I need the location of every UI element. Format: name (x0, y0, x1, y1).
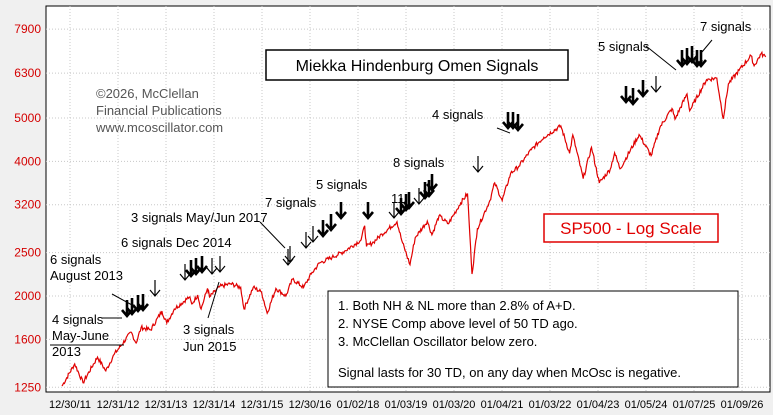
x-tick-label: 01/09/26 (721, 399, 764, 411)
sp500-line (61, 50, 767, 387)
annotation-11-signals: 11 (391, 191, 405, 206)
signal-arrow-icon (214, 256, 226, 273)
annotation-aug-2013-line-1: 6 signals (50, 252, 102, 267)
signal-arrow-icon (695, 50, 707, 69)
x-tick-label: 01/03/19 (385, 399, 428, 411)
y-axis-labels: 1250 1600 2000 2500 3200 4000 5000 6300 7900 (14, 22, 41, 394)
title-box (265, 49, 569, 81)
series-label-box (543, 213, 719, 243)
signal-arrow-icon (325, 214, 337, 233)
annotation-jun-2015-line-1: 3 signals (183, 322, 235, 337)
copyright-line-2: Financial Publications (96, 103, 222, 118)
x-tick-label: 12/30/16 (289, 399, 332, 411)
y-tick-label: 3200 (14, 198, 41, 212)
annotation-may-june-2013-line-2: May-June (52, 328, 109, 343)
signal-arrow-icon (149, 280, 161, 297)
annotation-may-june-2013-line-3: 2013 (52, 344, 81, 359)
annotation-5-signals-2025: 5 signals (598, 39, 650, 54)
signal-arrow-icon (179, 264, 191, 281)
annotation-jun-2015-line-2: Jun 2015 (183, 339, 237, 354)
x-tick-label: 01/03/20 (433, 399, 476, 411)
signal-arrow-icon (126, 298, 138, 317)
signal-arrow-icon (335, 202, 347, 221)
copyright-line-1: ©2026, McClellan (96, 86, 199, 101)
x-tick-label: 12/31/13 (145, 399, 188, 411)
y-tick-label: 5000 (14, 111, 41, 125)
annotation-7-signals-2026: 7 signals (700, 19, 752, 34)
signal-arrow-icon (284, 246, 296, 263)
signal-arrow-icon (388, 202, 400, 219)
annotation-4-signals-2022: 4 signals (432, 107, 484, 122)
copyright-line-3: www.mcoscillator.com (95, 120, 223, 135)
x-tick-label: 01/04/23 (577, 399, 620, 411)
note-4: Signal lasts for 30 TD, on any day when … (338, 365, 681, 380)
note-3: 3. McClellan Oscillator below zero. (338, 334, 537, 349)
x-tick-label: 01/03/22 (529, 399, 572, 411)
note-1: 1. Both NH & NL more than 2.8% of A+D. (338, 298, 576, 313)
x-tick-label: 01/07/25 (673, 399, 716, 411)
signal-arrow-icon (362, 202, 374, 221)
y-tick-label: 1600 (14, 332, 41, 346)
x-tick-label: 01/02/18 (337, 399, 380, 411)
annotation-pointers (50, 39, 713, 346)
signal-arrow-icon (196, 256, 208, 275)
annotation-7-signals-2018: 7 signals (265, 195, 317, 210)
signal-arrow-icon (650, 76, 662, 93)
signal-arrow-icon (512, 114, 524, 133)
annotation-aug-2013-line-2: August 2013 (50, 268, 123, 283)
y-tick-label: 1250 (14, 380, 41, 394)
x-tick-label: 12/31/15 (241, 399, 284, 411)
signal-arrow-icon (137, 294, 149, 313)
y-tick-label: 6300 (14, 66, 41, 80)
signal-arrow-icon (426, 174, 438, 193)
signal-arrow-icon (206, 258, 218, 275)
x-tick-label: 12/30/11 (49, 399, 91, 411)
y-tick-label: 4000 (14, 154, 41, 168)
annotation-dec-2014: 6 signals Dec 2014 (121, 235, 232, 250)
signal-arrow-icon (413, 188, 425, 205)
x-axis-labels: 12/30/11 12/31/12 12/31/13 12/31/14 12/31/15… (49, 399, 763, 411)
signal-arrow-icon (472, 156, 484, 173)
series-label: SP500 - Log Scale (560, 219, 702, 238)
x-tick-label: 01/04/21 (481, 399, 524, 411)
annotation-5-signals-2018: 5 signals (316, 177, 368, 192)
annotation-may-jun-2017: 3 signals May/Jun 2017 (131, 210, 268, 225)
x-tick-label: 12/31/12 (97, 399, 140, 411)
signal-arrow-icon (403, 192, 415, 211)
notes-box (327, 290, 739, 388)
annotation-may-june-2013-line-1: 4 signals (52, 312, 104, 327)
annotation-8-signals: 8 signals (393, 155, 445, 170)
signal-arrow-icon (317, 220, 329, 239)
y-tick-label: 2500 (14, 246, 41, 260)
signal-arrow-icon (300, 232, 312, 249)
x-tick-label: 01/05/24 (625, 399, 668, 411)
signal-arrow-icon (637, 80, 649, 99)
chart-title: Miekka Hindenburg Omen Signals (296, 58, 539, 75)
signal-arrow-icon (627, 88, 639, 107)
signal-arrow-icon (307, 226, 319, 243)
note-2: 2. NYSE Comp above level of 50 TD ago. (338, 316, 578, 331)
y-tick-label: 2000 (14, 289, 41, 303)
x-tick-label: 12/31/14 (193, 399, 236, 411)
y-tick-label: 7900 (14, 22, 41, 36)
